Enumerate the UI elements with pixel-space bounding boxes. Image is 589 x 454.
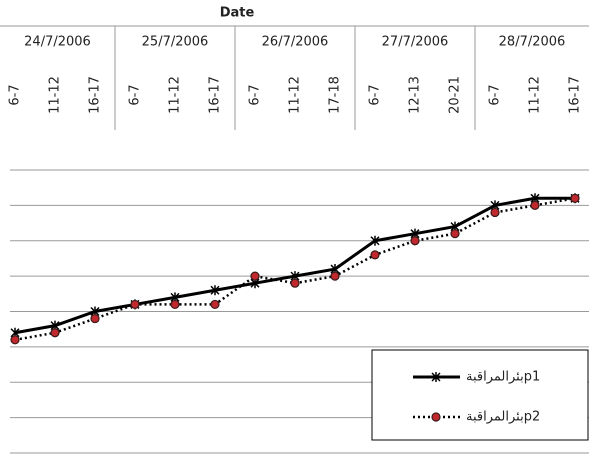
x-tick-label: 6-7 — [8, 84, 23, 105]
x-tick-label: 16-17 — [208, 76, 223, 114]
marker — [50, 328, 60, 338]
marker — [330, 271, 340, 281]
marker — [10, 335, 20, 345]
marker — [370, 250, 380, 260]
legend-marker — [431, 412, 441, 422]
marker — [130, 299, 140, 310]
legend-marker — [431, 372, 441, 382]
x-tick-label: 17-18 — [328, 76, 343, 114]
marker — [490, 207, 500, 218]
marker — [450, 229, 460, 239]
x-tick-label: 11-12 — [48, 76, 63, 114]
marker — [170, 299, 180, 310]
marker — [210, 299, 220, 310]
legend-label: بئرالمراقبةp1 — [466, 370, 540, 385]
x-tick-label: 12-13 — [408, 76, 423, 114]
series-line — [14, 196, 575, 335]
x-tick-label: 20-21 — [448, 76, 463, 114]
x-tick-label: 16-17 — [88, 76, 103, 114]
date-label: 25/7/2006 — [142, 35, 209, 50]
marker — [370, 235, 380, 246]
marker — [250, 271, 260, 281]
x-tick-label: 11-12 — [528, 76, 543, 114]
legend-box — [371, 349, 589, 441]
date-label: 28/7/2006 — [499, 35, 566, 50]
marker — [90, 313, 100, 324]
marker — [290, 278, 300, 288]
date-label: 27/7/2006 — [382, 35, 449, 50]
date-label: 26/7/2006 — [262, 35, 329, 50]
date-label: 24/7/2006 — [24, 35, 91, 50]
x-tick-label: 11-12 — [288, 76, 303, 114]
x-tick-label: 6-7 — [368, 84, 383, 105]
x-tick-label: 6-7 — [248, 84, 263, 105]
marker — [530, 200, 540, 210]
marker — [410, 236, 420, 246]
x-tick-label: 6-7 — [488, 84, 503, 105]
x-tick-label: 11-12 — [168, 76, 183, 114]
x-tick-label: 16-17 — [568, 76, 583, 114]
marker — [210, 285, 220, 296]
x-tick-label: 6-7 — [128, 84, 143, 105]
legend-label: بئرالمراقبةp2 — [466, 410, 540, 425]
marker — [570, 193, 580, 203]
chart-title: Date — [220, 6, 255, 21]
